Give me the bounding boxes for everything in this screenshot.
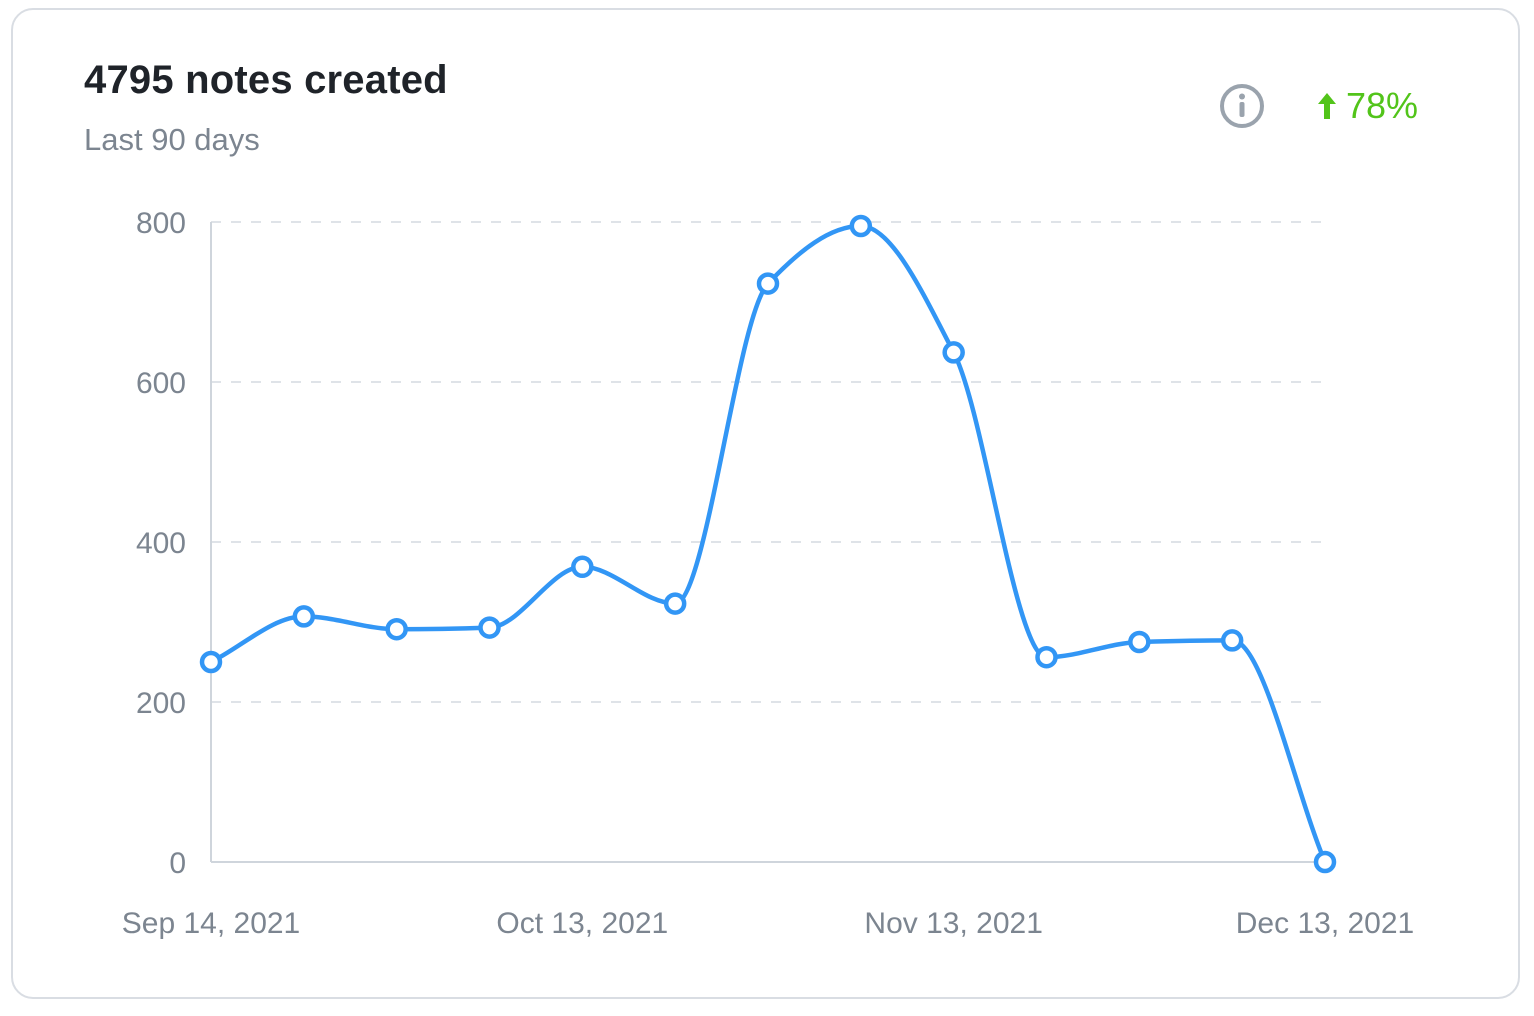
y-tick-label: 400 bbox=[136, 527, 186, 560]
data-point bbox=[385, 617, 408, 641]
x-tick-label: Sep 14, 2021 bbox=[122, 907, 301, 940]
data-point bbox=[942, 341, 965, 364]
change-value: 78% bbox=[1346, 85, 1419, 126]
data-point bbox=[756, 272, 780, 295]
data-point bbox=[663, 592, 687, 615]
data-point bbox=[478, 616, 501, 639]
info-circle-icon[interactable] bbox=[1218, 82, 1266, 130]
data-point bbox=[1313, 850, 1337, 874]
series-line bbox=[208, 223, 1328, 865]
data-point bbox=[571, 555, 594, 579]
data-point bbox=[849, 214, 873, 238]
chart-subtitle: Last 90 days bbox=[84, 122, 260, 157]
data-point bbox=[1035, 645, 1058, 669]
data-point bbox=[199, 650, 223, 674]
x-tick-label: Oct 13, 2021 bbox=[496, 907, 668, 940]
x-tick-label: Dec 13, 2021 bbox=[1236, 907, 1414, 940]
data-point bbox=[1220, 629, 1244, 652]
data-point bbox=[1128, 630, 1151, 654]
y-tick-label: 0 bbox=[169, 847, 186, 880]
y-tick-label: 800 bbox=[136, 207, 186, 240]
x-tick-label: Nov 13, 2021 bbox=[864, 907, 1042, 940]
arrow-up-icon bbox=[1318, 93, 1336, 119]
chart-card bbox=[11, 8, 1520, 999]
chart-title: 4795 notes created bbox=[84, 58, 448, 102]
data-point bbox=[292, 605, 316, 628]
change-indicator: 78% bbox=[1316, 84, 1418, 128]
y-tick-label: 600 bbox=[136, 367, 186, 400]
y-tick-label: 200 bbox=[136, 687, 186, 720]
